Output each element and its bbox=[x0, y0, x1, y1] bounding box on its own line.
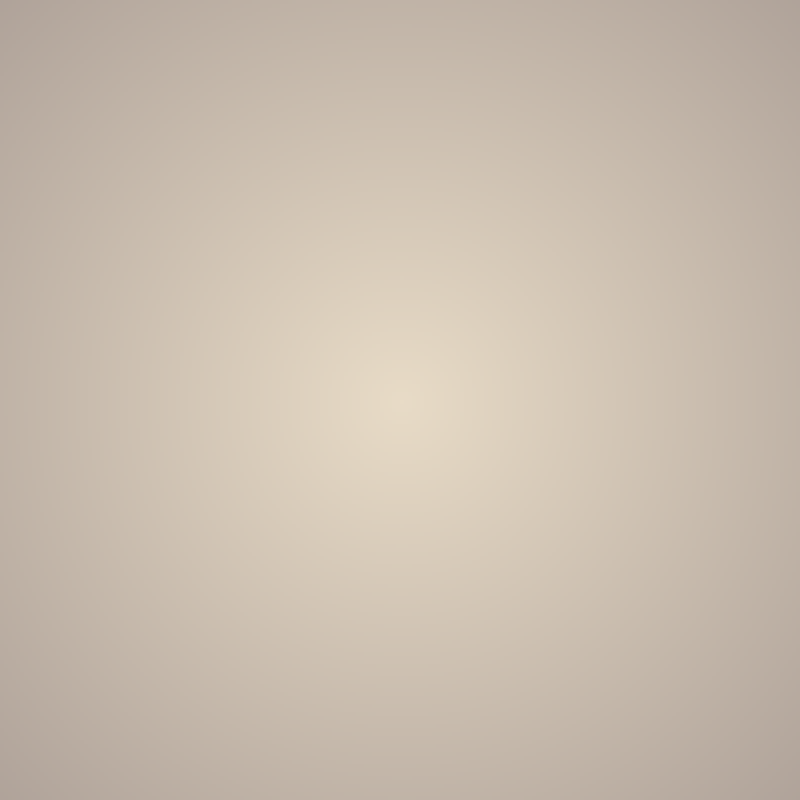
Text: 18 ft: 18 ft bbox=[215, 318, 286, 346]
Text: z: z bbox=[468, 334, 484, 362]
Text: xact value.: xact value. bbox=[0, 36, 253, 78]
Text: 60°: 60° bbox=[246, 458, 298, 486]
Text: z =: z = bbox=[240, 678, 291, 706]
Text: 6.: 6. bbox=[48, 100, 90, 138]
